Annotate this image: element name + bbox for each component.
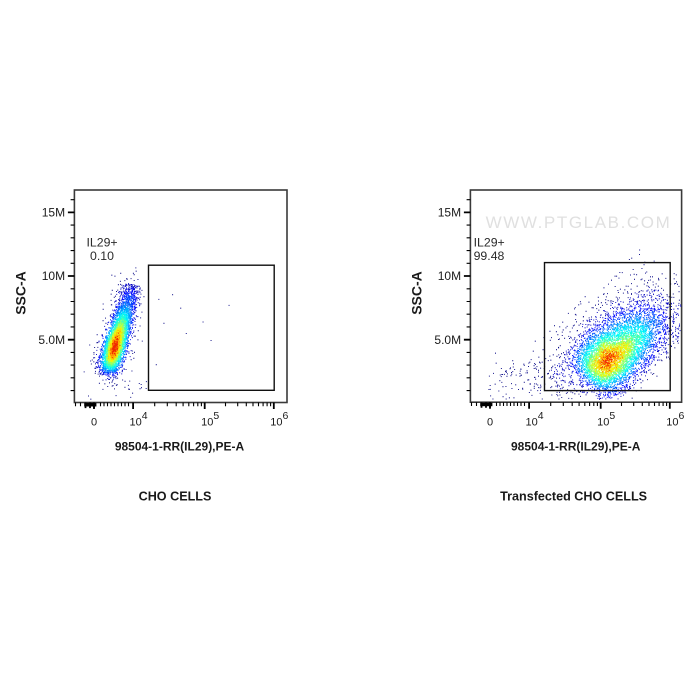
svg-text:SSC-A: SSC-A bbox=[409, 271, 425, 315]
svg-text:CHO CELLS: CHO CELLS bbox=[139, 489, 212, 503]
svg-text:5.0M: 5.0M bbox=[38, 333, 65, 347]
svg-text:98504-1-RR(IL29),PE-A: 98504-1-RR(IL29),PE-A bbox=[511, 440, 641, 454]
svg-text:10M: 10M bbox=[438, 269, 461, 283]
svg-text:99.48: 99.48 bbox=[474, 249, 505, 263]
svg-text:0: 0 bbox=[91, 416, 97, 428]
svg-text:10M: 10M bbox=[42, 269, 65, 283]
svg-text:IL29+: IL29+ bbox=[474, 235, 505, 249]
svg-text:15M: 15M bbox=[42, 205, 65, 219]
svg-text:0: 0 bbox=[487, 416, 493, 428]
svg-text:IL29+: IL29+ bbox=[87, 235, 118, 249]
svg-text:Transfected CHO CELLS: Transfected CHO CELLS bbox=[500, 489, 647, 503]
svg-text:0.10: 0.10 bbox=[90, 249, 114, 263]
svg-text:98504-1-RR(IL29),PE-A: 98504-1-RR(IL29),PE-A bbox=[115, 440, 245, 454]
svg-text:5.0M: 5.0M bbox=[434, 333, 461, 347]
svg-text:WWW.PTGLAB.COM: WWW.PTGLAB.COM bbox=[486, 213, 672, 232]
svg-text:15M: 15M bbox=[438, 205, 461, 219]
svg-text:SSC-A: SSC-A bbox=[13, 271, 29, 315]
